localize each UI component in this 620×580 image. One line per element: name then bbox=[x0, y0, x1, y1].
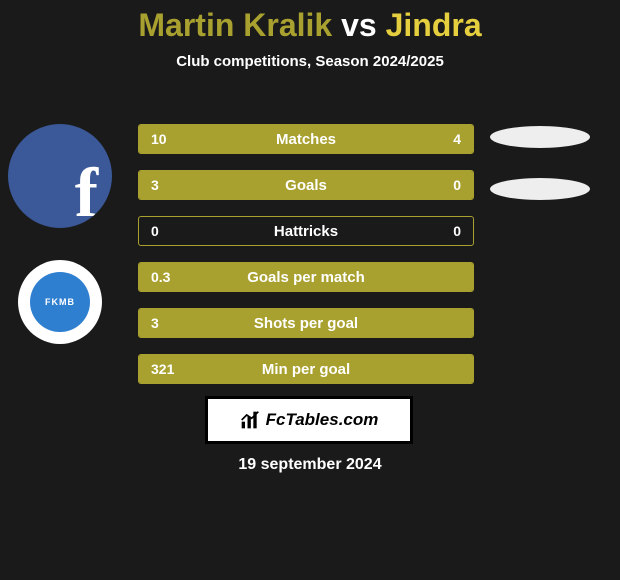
stat-row: 0.3Goals per match bbox=[138, 262, 474, 292]
stat-label: Hattricks bbox=[139, 223, 473, 240]
player1-avatar: f bbox=[8, 124, 112, 228]
club-badge-label: FKMB bbox=[45, 297, 75, 307]
comparison-title: Martin Kralik vs Jindra bbox=[0, 0, 620, 43]
vs-label: vs bbox=[341, 7, 377, 43]
stat-label: Shots per goal bbox=[139, 315, 473, 332]
facebook-icon: f bbox=[75, 154, 98, 228]
player2-club-placeholder bbox=[490, 178, 590, 200]
stat-row: 104Matches bbox=[138, 124, 474, 154]
stat-label: Matches bbox=[139, 131, 473, 148]
stat-row: 321Min per goal bbox=[138, 354, 474, 384]
player1-name: Martin Kralik bbox=[138, 7, 332, 43]
player2-name: Jindra bbox=[386, 7, 482, 43]
site-name: FcTables.com bbox=[266, 410, 379, 430]
club-badge-inner: FKMB bbox=[30, 272, 90, 332]
snapshot-date: 19 september 2024 bbox=[0, 456, 620, 474]
stat-label: Goals bbox=[139, 177, 473, 194]
stat-row: 3Shots per goal bbox=[138, 308, 474, 338]
site-badge[interactable]: FcTables.com bbox=[205, 396, 413, 444]
competition-subtitle: Club competitions, Season 2024/2025 bbox=[0, 53, 620, 70]
stat-row: 00Hattricks bbox=[138, 216, 474, 246]
player1-club-badge: FKMB bbox=[18, 260, 102, 344]
player2-avatar-placeholder bbox=[490, 126, 590, 148]
chart-icon bbox=[240, 410, 260, 430]
stat-row: 30Goals bbox=[138, 170, 474, 200]
stat-label: Goals per match bbox=[139, 269, 473, 286]
stat-label: Min per goal bbox=[139, 361, 473, 378]
